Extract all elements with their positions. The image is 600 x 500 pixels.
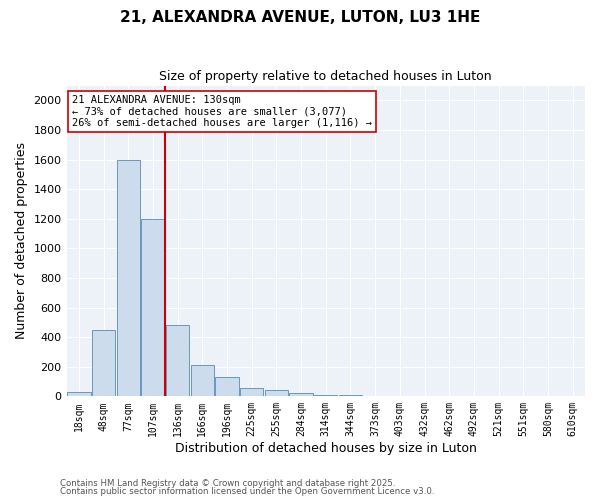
X-axis label: Distribution of detached houses by size in Luton: Distribution of detached houses by size … <box>175 442 477 455</box>
Text: Contains HM Land Registry data © Crown copyright and database right 2025.: Contains HM Land Registry data © Crown c… <box>60 478 395 488</box>
Text: 21, ALEXANDRA AVENUE, LUTON, LU3 1HE: 21, ALEXANDRA AVENUE, LUTON, LU3 1HE <box>120 10 480 25</box>
Bar <box>92 330 115 396</box>
Bar <box>191 364 214 396</box>
Bar <box>240 388 263 396</box>
Bar <box>215 377 239 396</box>
Bar <box>265 390 288 396</box>
Bar <box>116 160 140 396</box>
Bar <box>67 392 91 396</box>
Title: Size of property relative to detached houses in Luton: Size of property relative to detached ho… <box>160 70 492 83</box>
Bar <box>289 392 313 396</box>
Y-axis label: Number of detached properties: Number of detached properties <box>15 142 28 340</box>
Bar <box>166 326 190 396</box>
Text: Contains public sector information licensed under the Open Government Licence v3: Contains public sector information licen… <box>60 487 434 496</box>
Text: 21 ALEXANDRA AVENUE: 130sqm
← 73% of detached houses are smaller (3,077)
26% of : 21 ALEXANDRA AVENUE: 130sqm ← 73% of det… <box>72 95 372 128</box>
Bar <box>141 218 164 396</box>
Bar <box>314 395 337 396</box>
Bar <box>339 395 362 396</box>
